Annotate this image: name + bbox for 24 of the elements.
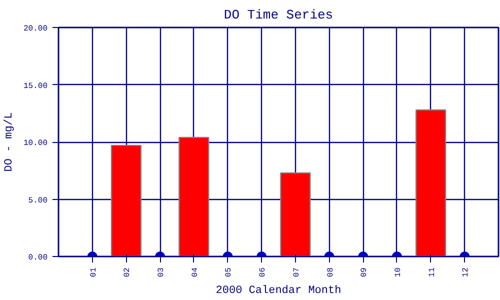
- x-tick-label: 06: [258, 267, 268, 278]
- x-tick-label: 11: [428, 267, 437, 278]
- x-tick-label: 12: [462, 267, 471, 278]
- x-tick-label: 04: [190, 267, 200, 278]
- bar: [110, 144, 142, 256]
- bar: [280, 172, 311, 256]
- x-tick-label: 05: [224, 267, 234, 278]
- x-tick-label: 08: [326, 267, 336, 278]
- y-tick-label: 10.00: [23, 139, 48, 148]
- y-tick-label: 0.00: [28, 254, 48, 262]
- x-axis-title: 2000 Calendar Month: [216, 285, 342, 298]
- x-tick-label: 10: [394, 267, 403, 278]
- y-axis-title: DO - mg/L: [3, 112, 16, 172]
- x-tick-label: 07: [292, 267, 302, 278]
- x-tick-label: 02: [123, 267, 132, 278]
- x-tick-label: 03: [157, 267, 166, 278]
- bar: [415, 109, 446, 256]
- y-tick-label: 20.00: [23, 24, 48, 34]
- bar: [178, 136, 210, 256]
- y-tick-label: 5.00: [28, 196, 48, 206]
- x-tick-label: 09: [360, 267, 370, 278]
- x-tick-label: 01: [89, 267, 98, 278]
- chart-title: DO Time Series: [224, 8, 334, 22]
- y-tick-label: 15.00: [23, 82, 48, 91]
